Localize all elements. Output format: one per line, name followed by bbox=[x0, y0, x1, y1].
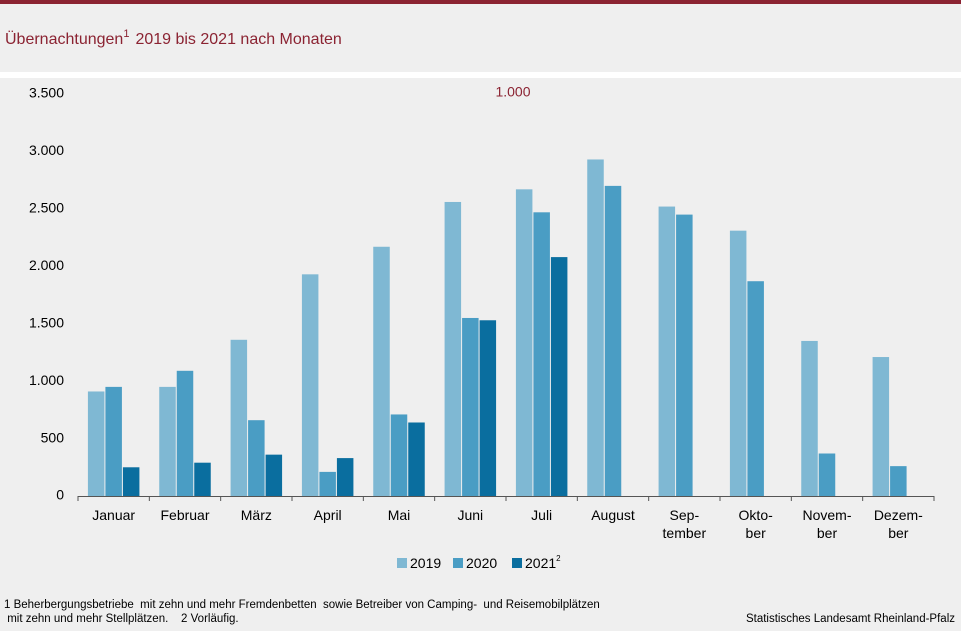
x-tick-line: Sep- bbox=[670, 507, 700, 523]
bar bbox=[604, 185, 622, 496]
bar bbox=[729, 230, 747, 496]
bar bbox=[462, 317, 479, 496]
x-tick-line: ber bbox=[817, 525, 838, 541]
x-tick-label: August bbox=[591, 507, 635, 523]
y-tick-label: 2.500 bbox=[29, 200, 64, 216]
y-tick-label: 1.500 bbox=[29, 314, 64, 330]
legend-name: 2019 bbox=[410, 555, 441, 571]
x-tick-line: April bbox=[314, 507, 342, 523]
x-tick-label: Januar bbox=[92, 507, 135, 523]
y-tick-label: 3.500 bbox=[29, 85, 64, 101]
bar bbox=[801, 340, 818, 496]
bar bbox=[122, 467, 140, 496]
title-note: 1 bbox=[123, 28, 129, 40]
y-tick-label: 1.000 bbox=[29, 372, 64, 388]
x-tick-label: Juni bbox=[457, 507, 483, 523]
x-tick-label: Mai bbox=[388, 507, 411, 523]
x-tick-label: April bbox=[314, 507, 342, 523]
bar bbox=[747, 281, 764, 496]
bar bbox=[230, 339, 248, 496]
bar bbox=[890, 466, 907, 496]
title-main: Übernachtungen bbox=[5, 30, 123, 48]
x-tick-label: Sep-tember bbox=[663, 507, 707, 541]
bar bbox=[194, 462, 211, 496]
x-tick-line: Novem- bbox=[802, 507, 851, 523]
x-tick-line: Juni bbox=[457, 507, 483, 523]
bar bbox=[818, 453, 836, 496]
x-tick-label: Okto-ber bbox=[739, 507, 774, 541]
bar bbox=[658, 206, 676, 496]
x-tick-line: Januar bbox=[92, 507, 135, 523]
bar bbox=[533, 212, 550, 496]
bar bbox=[587, 159, 604, 496]
y-tick-label: 2.000 bbox=[29, 257, 64, 273]
bar bbox=[105, 386, 122, 496]
x-tick-label: Juli bbox=[531, 507, 552, 523]
x-tick-line: Okto- bbox=[739, 507, 774, 523]
bar bbox=[515, 189, 533, 496]
x-tick-line: Februar bbox=[160, 507, 209, 523]
bar bbox=[87, 391, 105, 496]
bar bbox=[176, 370, 194, 496]
legend-label: 2019 bbox=[410, 555, 441, 571]
bar bbox=[248, 420, 265, 496]
chart-title: Übernachtungen1 2019 bis 2021 nach Monate… bbox=[5, 28, 342, 48]
legend-name: 2021 bbox=[525, 555, 556, 571]
x-tick-line: tember bbox=[663, 525, 707, 541]
bar bbox=[408, 422, 425, 496]
x-tick-label: Februar bbox=[160, 507, 209, 523]
legend-swatch bbox=[512, 558, 522, 568]
footnote: mit zehn und mehr Stellplätzen. 2 Vorläu… bbox=[4, 613, 239, 625]
separator bbox=[0, 72, 961, 78]
top-rule bbox=[0, 0, 961, 4]
bar bbox=[265, 454, 283, 496]
x-tick-line: Juli bbox=[531, 507, 552, 523]
bar bbox=[479, 320, 497, 496]
bar bbox=[373, 246, 390, 496]
y-tick-label: 3.000 bbox=[29, 142, 64, 158]
bar bbox=[336, 458, 354, 496]
x-tick-label: Novem-ber bbox=[802, 507, 851, 541]
legend-name: 2020 bbox=[466, 555, 497, 571]
x-tick-line: März bbox=[241, 507, 272, 523]
y-tick-label: 500 bbox=[41, 429, 65, 445]
bar bbox=[444, 201, 462, 497]
legend-label: 2020 bbox=[466, 555, 497, 571]
bar bbox=[319, 471, 336, 496]
legend-swatch bbox=[397, 558, 407, 568]
bar bbox=[872, 357, 890, 496]
source: Statistisches Landesamt Rheinland-Pfalz bbox=[746, 613, 955, 625]
y-tick-label: 0 bbox=[56, 487, 64, 503]
x-tick-line: Dezem- bbox=[874, 507, 923, 523]
bar bbox=[390, 414, 408, 496]
bar bbox=[676, 214, 693, 496]
legend-note: 2 bbox=[556, 554, 561, 563]
x-tick-line: August bbox=[591, 507, 635, 523]
x-tick-label: Dezem-ber bbox=[874, 507, 923, 541]
x-tick-line: ber bbox=[746, 525, 767, 541]
x-tick-line: Mai bbox=[388, 507, 411, 523]
bar bbox=[301, 274, 319, 496]
x-tick-line: ber bbox=[888, 525, 909, 541]
x-tick-label: März bbox=[241, 507, 272, 523]
bar bbox=[550, 257, 568, 496]
title-rest: 2019 bis 2021 nach Monaten bbox=[135, 31, 341, 48]
legend-swatch bbox=[453, 558, 463, 568]
bar bbox=[159, 386, 176, 496]
unit-label: 1.000 bbox=[495, 84, 530, 100]
footnote: 1 Beherbergungsbetriebe mit zehn und meh… bbox=[4, 599, 600, 611]
legend-label: 20212 bbox=[525, 554, 561, 571]
